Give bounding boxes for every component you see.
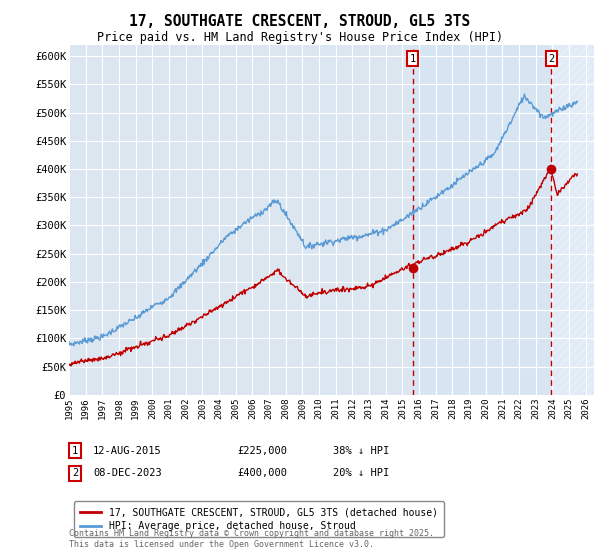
Text: 17, SOUTHGATE CRESCENT, STROUD, GL5 3TS: 17, SOUTHGATE CRESCENT, STROUD, GL5 3TS [130,14,470,29]
Text: 2: 2 [548,54,554,64]
Text: £400,000: £400,000 [237,468,287,478]
Bar [413,45,594,395]
Text: 08-DEC-2023: 08-DEC-2023 [93,468,162,478]
Text: Price paid vs. HM Land Registry's House Price Index (HPI): Price paid vs. HM Land Registry's House … [97,31,503,44]
Text: 20% ↓ HPI: 20% ↓ HPI [333,468,389,478]
Bar [551,45,594,395]
Text: 1: 1 [409,54,416,64]
Bar [551,45,594,395]
Text: 38% ↓ HPI: 38% ↓ HPI [333,446,389,456]
Text: 2: 2 [72,468,78,478]
Text: 12-AUG-2015: 12-AUG-2015 [93,446,162,456]
Text: 1: 1 [72,446,78,456]
Text: Contains HM Land Registry data © Crown copyright and database right 2025.
This d: Contains HM Land Registry data © Crown c… [69,529,434,549]
Legend: 17, SOUTHGATE CRESCENT, STROUD, GL5 3TS (detached house), HPI: Average price, de: 17, SOUTHGATE CRESCENT, STROUD, GL5 3TS … [74,501,443,537]
Text: £225,000: £225,000 [237,446,287,456]
